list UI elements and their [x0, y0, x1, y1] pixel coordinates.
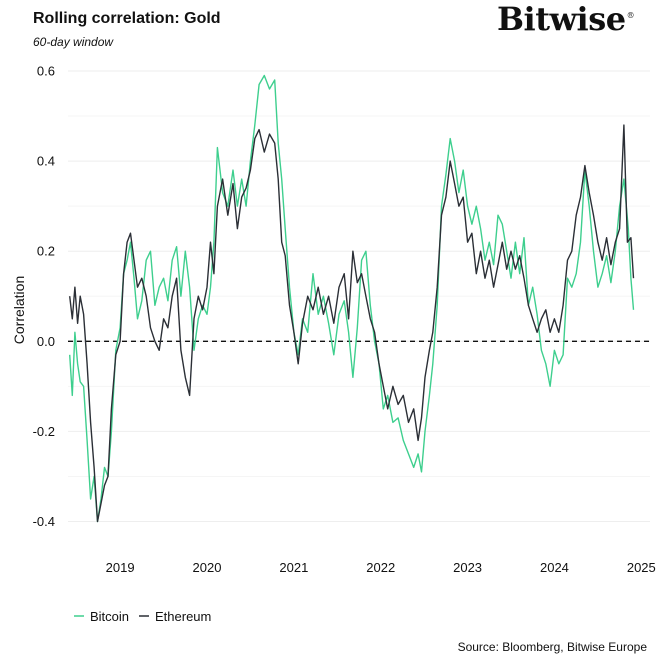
legend: Bitcoin Ethereum: [74, 609, 211, 624]
grid-lines: [68, 70, 650, 522]
chart-subtitle: 60-day window: [33, 35, 114, 49]
x-tick-label: 2020: [193, 560, 222, 575]
y-tick-label: 0.4: [37, 154, 55, 169]
x-tick-label: 2021: [279, 560, 308, 575]
brand-wordmark: Bitwise: [497, 0, 626, 38]
x-axis-ticks: 2019 2020 2021 2022 2023 2024 2025: [106, 560, 656, 575]
y-tick-label: 0.0: [37, 334, 55, 349]
source-note: Source: Bloomberg, Bitwise Europe: [457, 640, 647, 654]
y-tick-label: 0.2: [37, 244, 55, 259]
series-lines: [69, 74, 635, 523]
y-tick-label: -0.2: [33, 424, 55, 439]
x-tick-label: 2022: [366, 560, 395, 575]
x-tick-label: 2024: [540, 560, 569, 575]
y-axis-label: Correlation: [11, 276, 27, 344]
y-tick-label: 0.6: [37, 64, 55, 79]
series-line-ethereum: [69, 124, 635, 523]
brand-logo: Bitwise®: [497, 0, 635, 38]
legend-label-bitcoin: Bitcoin: [90, 609, 129, 624]
series-line-bitcoin: [69, 74, 635, 523]
y-tick-label: -0.4: [33, 514, 55, 529]
y-axis-ticks: 0.6 0.4 0.2 0.0 -0.2 -0.4: [33, 64, 55, 529]
x-tick-label: 2019: [106, 560, 135, 575]
x-tick-label: 2025: [627, 560, 656, 575]
x-tick-label: 2023: [453, 560, 482, 575]
chart-title: Rolling correlation: Gold: [33, 10, 221, 27]
legend-label-ethereum: Ethereum: [155, 609, 211, 624]
brand-registered-mark: ®: [626, 11, 635, 21]
